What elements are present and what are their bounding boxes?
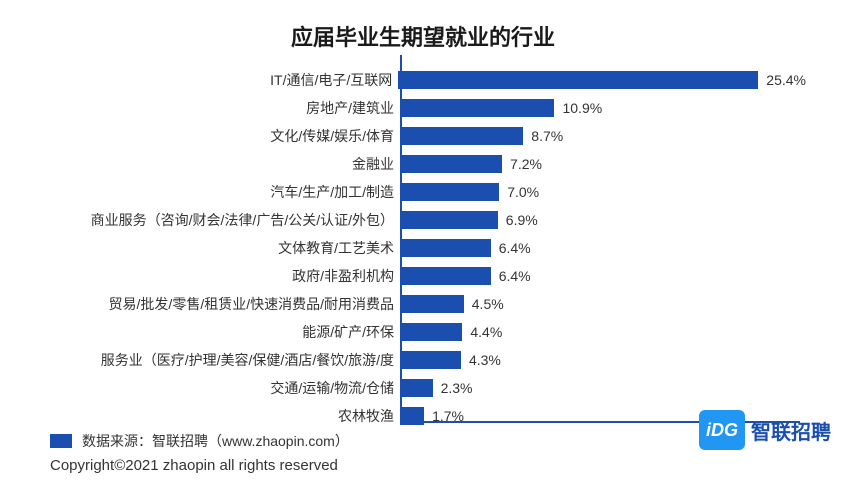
bar-label: 文体教育/工艺美术 [20, 238, 400, 258]
bar [398, 71, 758, 89]
bar-label: 交通/运输/物流/仓储 [20, 378, 400, 398]
bar-label: 农林牧渔 [20, 406, 400, 426]
bar-value: 7.2% [510, 156, 542, 172]
bar-label: 贸易/批发/零售/租赁业/快速消费品/耐用消费品 [20, 294, 400, 314]
bar-row: 房地产/建筑业 10.9% [20, 95, 806, 121]
bar [400, 267, 491, 285]
bar [400, 323, 462, 341]
bar-row: IT/通信/电子/互联网 25.4% [20, 67, 806, 93]
chart-area: IT/通信/电子/互联网 25.4% 房地产/建筑业 10.9% 文化/传媒/娱乐/体育… [20, 67, 806, 429]
bar-value: 2.3% [441, 380, 473, 396]
bar [400, 379, 433, 397]
copyright-text: Copyright©2021 zhaopin all rights reserv… [50, 457, 338, 474]
bar-value: 6.4% [499, 268, 531, 284]
bar [400, 211, 498, 229]
bar-label: 能源/矿产/环保 [20, 322, 400, 342]
bar-track: 25.4% [398, 67, 806, 93]
bar-track: 4.5% [400, 291, 806, 317]
bar-row: 交通/运输/物流/仓储 2.3% [20, 375, 806, 401]
bar-row: 贸易/批发/零售/租赁业/快速消费品/耐用消费品 4.5% [20, 291, 806, 317]
bar-row: 文体教育/工艺美术 6.4% [20, 235, 806, 261]
bar-value: 6.4% [499, 240, 531, 256]
legend-text: 数据来源：智联招聘（www.zhaopin.com） [82, 431, 349, 451]
bar-row: 服务业（医疗/护理/美容/保健/酒店/餐饮/旅游/度 4.3% [20, 347, 806, 373]
bar-track: 2.3% [400, 375, 806, 401]
bar-track: 4.3% [400, 347, 806, 373]
bar-track: 6.9% [400, 207, 806, 233]
bar-label: 汽车/生产/加工/制造 [20, 182, 400, 202]
bar-value: 4.3% [469, 352, 501, 368]
bar-label: 金融业 [20, 154, 400, 174]
bar [400, 183, 499, 201]
bar-value: 25.4% [766, 72, 806, 88]
logo-brand-text: 智联招聘 [751, 416, 831, 445]
bar-track: 6.4% [400, 263, 806, 289]
bar-row: 汽车/生产/加工/制造 7.0% [20, 179, 806, 205]
bar-track: 4.4% [400, 319, 806, 345]
bar-track: 7.0% [400, 179, 806, 205]
bar-value: 8.7% [531, 128, 563, 144]
bar-track: 8.7% [400, 123, 806, 149]
bar-row: 商业服务（咨询/财会/法律/广告/公关/认证/外包） 6.9% [20, 207, 806, 233]
bar-value: 6.9% [506, 212, 538, 228]
bar-label: IT/通信/电子/互联网 [20, 70, 398, 90]
bar [400, 127, 523, 145]
bar-row: 文化/传媒/娱乐/体育 8.7% [20, 123, 806, 149]
bar-label: 房地产/建筑业 [20, 98, 400, 118]
bar-label: 商业服务（咨询/财会/法律/广告/公关/认证/外包） [20, 210, 400, 230]
bar-value: 7.0% [507, 184, 539, 200]
bar-row: 能源/矿产/环保 4.4% [20, 319, 806, 345]
bar-value: 4.4% [470, 324, 502, 340]
bar-label: 服务业（医疗/护理/美容/保健/酒店/餐饮/旅游/度 [20, 350, 400, 370]
bar-track: 7.2% [400, 151, 806, 177]
bar-row: 金融业 7.2% [20, 151, 806, 177]
bar [400, 99, 554, 117]
bar-row: 政府/非盈利机构 6.4% [20, 263, 806, 289]
bar [400, 351, 461, 369]
bar-track: 10.9% [400, 95, 806, 121]
bar-track: 6.4% [400, 235, 806, 261]
legend: 数据来源：智联招聘（www.zhaopin.com） [50, 431, 349, 451]
legend-color-box [50, 434, 72, 448]
bar [400, 295, 464, 313]
y-axis-line [400, 55, 402, 423]
logo-icon: iDG [699, 410, 745, 450]
bar-row: 农林牧渔1.7% [20, 403, 806, 429]
bar-value: 4.5% [472, 296, 504, 312]
bar [400, 155, 502, 173]
bar [400, 239, 491, 257]
bar-label: 文化/传媒/娱乐/体育 [20, 126, 400, 146]
bar-value: 10.9% [562, 100, 602, 116]
chart-title: 应届毕业生期望就业的行业 [0, 0, 846, 67]
brand-logo: iDG 智联招聘 [699, 410, 831, 450]
bar-label: 政府/非盈利机构 [20, 266, 400, 286]
